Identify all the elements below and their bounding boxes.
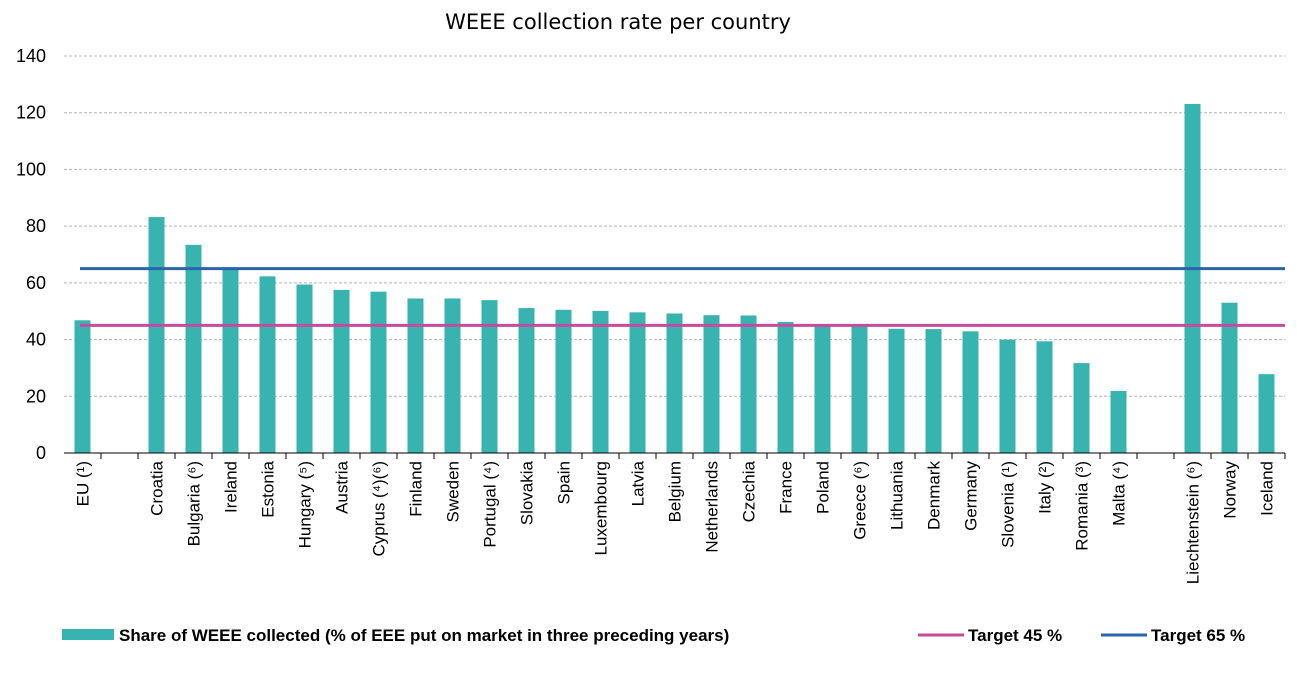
x-tick-label: Hungary (⁵)	[296, 461, 315, 548]
x-tick-label: Finland	[407, 461, 426, 517]
bar	[629, 312, 646, 453]
x-tick-label: Lithuania	[888, 460, 907, 530]
y-axis: 0 20 40 60 80 100 120 140	[16, 46, 46, 463]
bar	[407, 298, 424, 453]
y-tick-label: 60	[26, 273, 46, 293]
legend-label-target-65: Target 65 %	[1151, 626, 1245, 645]
bar	[333, 289, 350, 453]
x-tick-label: Greece (⁶)	[851, 461, 870, 540]
x-tick-label: Iceland	[1258, 461, 1277, 516]
bar	[703, 315, 720, 453]
x-tick-label: EU (¹)	[74, 461, 93, 506]
bar	[370, 291, 387, 453]
x-tick-label: France	[777, 461, 796, 514]
bar	[666, 313, 683, 453]
x-tick-label: Denmark	[925, 461, 944, 530]
bar	[259, 276, 276, 453]
bar	[1184, 103, 1201, 453]
bar	[296, 284, 313, 453]
x-tick-label: Slovenia (¹)	[999, 461, 1018, 548]
x-axis: EU (¹) Croatia Bulgaria (⁶) Ireland Estonia H…	[64, 452, 1286, 584]
x-tick-label: Liechtenstein (⁶)	[1184, 461, 1203, 584]
y-tick-label: 80	[26, 216, 46, 236]
x-tick-label: Norway	[1221, 461, 1240, 519]
bar	[777, 321, 794, 453]
x-tick-label: Netherlands	[703, 461, 722, 553]
bar	[851, 325, 868, 453]
x-tick-label: Estonia	[259, 460, 278, 517]
bar	[1036, 341, 1053, 453]
bar	[481, 300, 498, 453]
bar	[222, 267, 239, 453]
x-tick-label: Slovakia	[518, 460, 537, 525]
y-tick-label: 120	[16, 103, 46, 123]
x-tick-label: Bulgaria (⁶)	[185, 461, 204, 546]
legend: Share of WEEE collected (% of EEE put on…	[62, 626, 1245, 645]
bar	[925, 329, 942, 453]
x-tick-label: Ireland	[222, 461, 241, 513]
x-tick-label: Portugal (⁴)	[481, 461, 500, 548]
bar	[518, 308, 535, 453]
y-tick-label: 0	[36, 443, 46, 463]
bar	[444, 298, 461, 453]
legend-label-target-45: Target 45 %	[968, 626, 1062, 645]
target-lines	[80, 267, 1285, 327]
x-tick-label: Cyprus (⁴)(⁶)	[370, 461, 389, 557]
bar	[185, 244, 202, 453]
bar	[999, 339, 1016, 453]
x-tick-label: Germany	[962, 461, 981, 531]
legend-swatch-share	[62, 629, 114, 640]
bar	[74, 320, 91, 453]
bar	[1110, 390, 1127, 453]
x-tick-label: Latvia	[629, 460, 648, 506]
x-tick-label: Poland	[814, 461, 833, 514]
x-tick-label: Spain	[555, 461, 574, 504]
x-tick-label: Sweden	[444, 461, 463, 522]
x-tick-label: Luxembourg	[592, 461, 611, 556]
bar	[1221, 302, 1238, 453]
x-tick-label: Belgium	[666, 461, 685, 522]
bar	[555, 309, 572, 453]
bar	[1073, 363, 1090, 453]
bar	[592, 310, 609, 453]
bar	[740, 315, 757, 453]
x-tick-label: Czechia	[740, 460, 759, 522]
bars	[74, 103, 1275, 453]
y-tick-label: 40	[26, 330, 46, 350]
x-tick-label: Romania (³)	[1073, 461, 1092, 551]
bar	[814, 325, 831, 453]
chart-title: WEEE collection rate per country	[445, 10, 791, 34]
y-tick-label: 20	[26, 386, 46, 406]
y-tick-label: 140	[16, 46, 46, 66]
x-tick-label: Croatia	[148, 460, 167, 515]
bar	[148, 217, 165, 453]
bar	[1258, 374, 1275, 453]
bar	[962, 331, 979, 453]
x-tick-label: Malta (⁴)	[1110, 461, 1129, 526]
legend-label-share: Share of WEEE collected (% of EEE put on…	[119, 626, 729, 645]
y-tick-label: 100	[16, 159, 46, 179]
x-tick-label: Italy (²)	[1036, 461, 1055, 514]
x-tick-label: Austria	[333, 460, 352, 513]
bar	[888, 328, 905, 453]
